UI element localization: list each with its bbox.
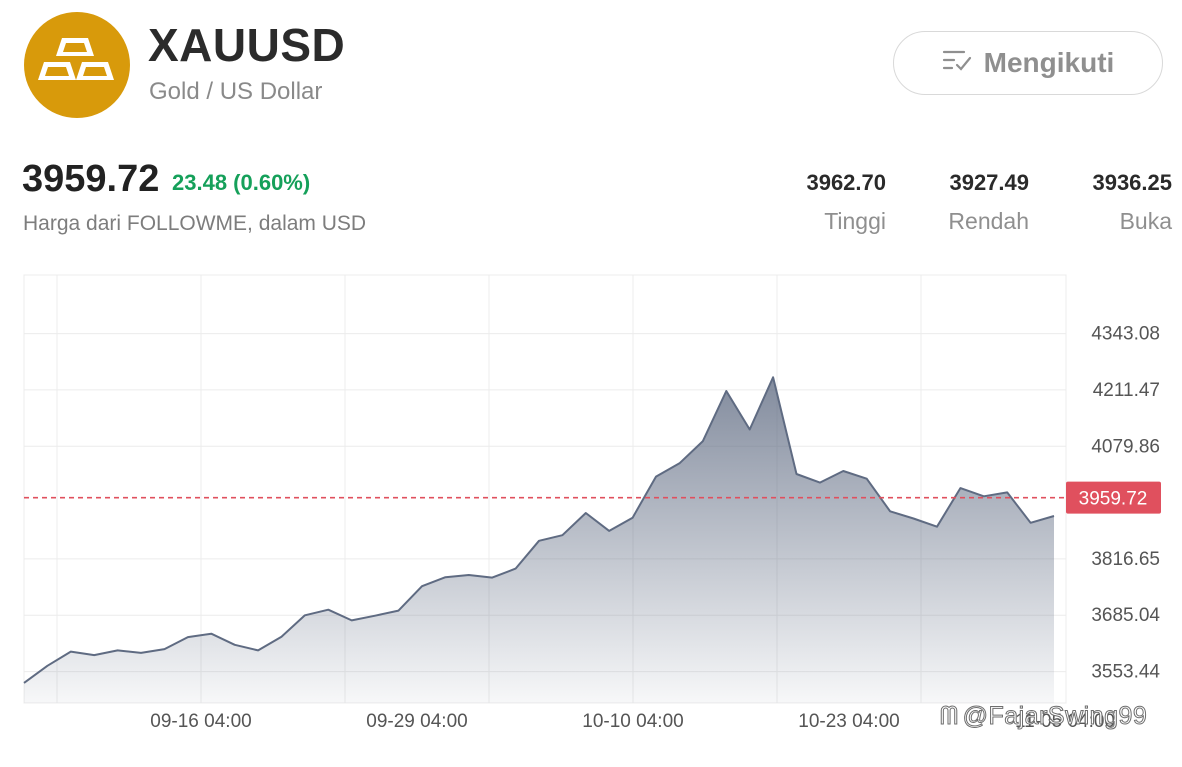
y-tick-label: 3816.65 (1091, 549, 1160, 570)
stat-open-label: Buka (1119, 208, 1172, 234)
stat-high-value: 3962.70 (806, 170, 886, 195)
y-tick-label: 3685.04 (1091, 605, 1160, 626)
current-price-tag (1066, 481, 1161, 514)
current-price: 3959.72 (22, 158, 160, 200)
price-area (24, 377, 1054, 703)
x-tick-label: 11-05 04:00 (1015, 711, 1115, 732)
stat-open: 3936.25 Buka (1092, 170, 1172, 235)
stat-low: 3927.49 Rendah (948, 170, 1029, 235)
x-tick-label: 10-23 04:00 (798, 711, 899, 732)
price-source-note: Harga dari FOLLOWME, dalam USD (23, 212, 367, 235)
y-tick-label: 3553.44 (1091, 662, 1160, 683)
instrument-symbol: XAUUSD (148, 19, 346, 71)
stat-high: 3962.70 Tinggi (806, 170, 886, 235)
list-check-icon (942, 48, 972, 79)
x-tick-label: 09-16 04:00 (150, 711, 251, 732)
followme-logo-icon: ᗰ (940, 702, 959, 731)
watermark-text: @FajarSwing99 (962, 702, 1148, 731)
gold-bars-icon (24, 12, 130, 118)
follow-button[interactable]: Mengikuti (893, 31, 1163, 95)
current-price-label: 3959.72 (1079, 489, 1148, 510)
x-tick-label: 09-29 04:00 (366, 711, 467, 732)
stat-low-label: Rendah (948, 208, 1029, 234)
y-tick-label: 4211.47 (1093, 380, 1160, 401)
price-line (23, 376, 1055, 684)
stat-low-value: 3927.49 (949, 170, 1029, 195)
stat-open-value: 3936.25 (1092, 170, 1172, 195)
instrument-name: Gold / US Dollar (149, 78, 323, 105)
follow-button-label: Mengikuti (983, 47, 1115, 78)
watermark: ᗰ @FajarSwing99 (940, 702, 1148, 731)
x-tick-label: 10-10 04:00 (582, 711, 683, 732)
y-tick-label: 4343.08 (1091, 324, 1160, 345)
y-tick-label: 4079.86 (1091, 436, 1160, 457)
price-change: 23.48 (0.60%) (172, 170, 311, 195)
stat-high-label: Tinggi (824, 208, 886, 234)
